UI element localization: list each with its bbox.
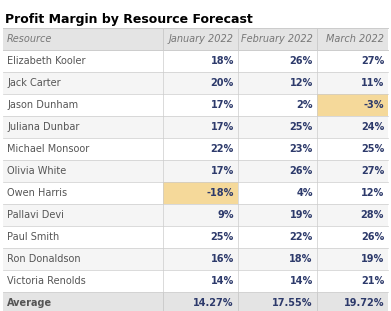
Text: Paul Smith: Paul Smith	[7, 232, 59, 242]
Text: 19%: 19%	[289, 210, 313, 220]
Text: 26%: 26%	[289, 56, 313, 66]
Text: Profit Margin by Resource Forecast: Profit Margin by Resource Forecast	[5, 13, 253, 26]
Text: 17%: 17%	[211, 100, 234, 110]
Text: 26%: 26%	[361, 232, 384, 242]
Text: 24%: 24%	[361, 122, 384, 132]
Bar	[3, 116, 388, 138]
Text: Pallavi Devi: Pallavi Devi	[7, 210, 64, 220]
Text: 16%: 16%	[211, 254, 234, 264]
Text: 17.55%: 17.55%	[272, 298, 313, 308]
Bar	[3, 94, 388, 116]
Text: February 2022: February 2022	[241, 34, 313, 44]
Text: 20%: 20%	[211, 78, 234, 88]
Text: -18%: -18%	[206, 188, 234, 198]
Text: 22%: 22%	[289, 232, 313, 242]
Text: 9%: 9%	[217, 210, 234, 220]
Text: 17%: 17%	[211, 122, 234, 132]
Text: 18%: 18%	[210, 56, 234, 66]
Bar	[3, 28, 388, 50]
Text: 14%: 14%	[289, 276, 313, 286]
Text: 28%: 28%	[361, 210, 384, 220]
Text: 27%: 27%	[361, 56, 384, 66]
Text: Michael Monsoor: Michael Monsoor	[7, 144, 89, 154]
Text: Victoria Renolds: Victoria Renolds	[7, 276, 86, 286]
Text: 25%: 25%	[211, 232, 234, 242]
Text: January 2022: January 2022	[169, 34, 234, 44]
Bar	[3, 72, 388, 94]
Text: Olivia White: Olivia White	[7, 166, 66, 176]
Text: 17%: 17%	[211, 166, 234, 176]
Bar	[3, 270, 388, 292]
Text: 19%: 19%	[361, 254, 384, 264]
Bar	[3, 292, 388, 311]
Text: 27%: 27%	[361, 166, 384, 176]
Text: 4%: 4%	[296, 188, 313, 198]
Bar	[3, 50, 388, 72]
Text: March 2022: March 2022	[326, 34, 384, 44]
Text: Jason Dunham: Jason Dunham	[7, 100, 78, 110]
Text: -3%: -3%	[364, 100, 384, 110]
Bar	[3, 160, 388, 182]
Text: Juliana Dunbar: Juliana Dunbar	[7, 122, 79, 132]
Text: 21%: 21%	[361, 276, 384, 286]
Bar	[163, 182, 238, 204]
Text: 19.72%: 19.72%	[344, 298, 384, 308]
Text: 11%: 11%	[361, 78, 384, 88]
Text: 25%: 25%	[361, 144, 384, 154]
Text: Jack Carter: Jack Carter	[7, 78, 61, 88]
Text: 25%: 25%	[289, 122, 313, 132]
Text: 12%: 12%	[289, 78, 313, 88]
Text: 2%: 2%	[296, 100, 313, 110]
Bar	[3, 204, 388, 226]
Bar	[3, 226, 388, 248]
Text: 14.27%: 14.27%	[194, 298, 234, 308]
Text: Owen Harris: Owen Harris	[7, 188, 67, 198]
Text: 23%: 23%	[289, 144, 313, 154]
Text: 26%: 26%	[289, 166, 313, 176]
Bar	[3, 138, 388, 160]
Text: Average: Average	[7, 298, 52, 308]
Bar	[317, 94, 388, 116]
Text: 12%: 12%	[361, 188, 384, 198]
Bar	[3, 248, 388, 270]
Text: 22%: 22%	[211, 144, 234, 154]
Text: Ron Donaldson: Ron Donaldson	[7, 254, 81, 264]
Bar	[3, 182, 388, 204]
Text: Elizabeth Kooler: Elizabeth Kooler	[7, 56, 86, 66]
Text: 14%: 14%	[211, 276, 234, 286]
Text: Resource: Resource	[7, 34, 52, 44]
Text: 18%: 18%	[289, 254, 313, 264]
